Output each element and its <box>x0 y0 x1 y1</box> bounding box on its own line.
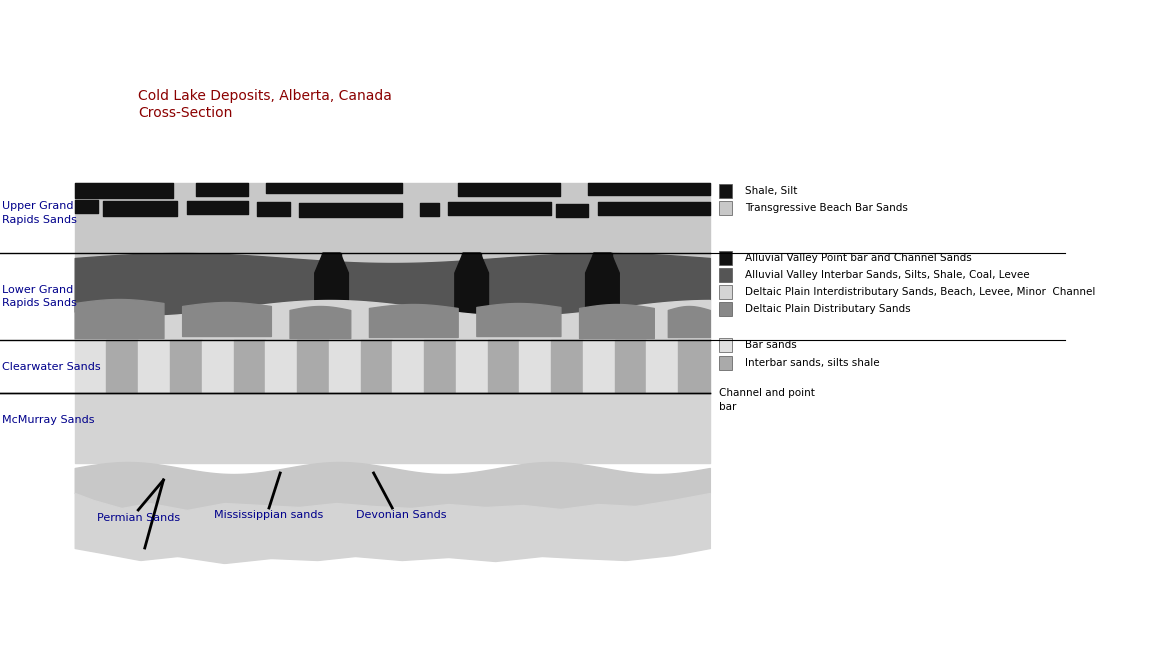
Text: Permian Sands: Permian Sands <box>97 513 180 523</box>
Text: Cold Lake Deposits, Alberta, Canada: Cold Lake Deposits, Alberta, Canada <box>138 89 392 103</box>
Text: Channel and point
bar: Channel and point bar <box>719 388 816 412</box>
Polygon shape <box>585 253 620 340</box>
Bar <box>719 184 733 198</box>
Bar <box>719 302 733 316</box>
Polygon shape <box>455 253 488 340</box>
Bar <box>719 285 733 299</box>
Text: Bar sands: Bar sands <box>745 340 797 350</box>
Text: Alluvial Valley Point bar and Channel Sands: Alluvial Valley Point bar and Channel Sa… <box>745 253 972 263</box>
Polygon shape <box>314 253 348 340</box>
Text: Interbar sands, silts shale: Interbar sands, silts shale <box>745 358 880 368</box>
Text: Devonian Sands: Devonian Sands <box>356 510 447 520</box>
Text: McMurray Sands: McMurray Sands <box>2 415 94 425</box>
Text: Lower Grand
Rapids Sands: Lower Grand Rapids Sands <box>2 285 77 308</box>
Bar <box>719 268 733 282</box>
Text: Clearwater Sands: Clearwater Sands <box>2 362 100 371</box>
Bar <box>719 338 733 352</box>
Text: Transgressive Beach Bar Sands: Transgressive Beach Bar Sands <box>745 203 908 213</box>
Bar <box>719 251 733 265</box>
Text: Upper Grand
Rapids Sands: Upper Grand Rapids Sands <box>2 202 77 225</box>
Text: Cross-Section: Cross-Section <box>138 106 233 120</box>
Text: Shale, Silt: Shale, Silt <box>745 186 797 196</box>
Text: Deltaic Plain Interdistributary Sands, Beach, Levee, Minor  Channel: Deltaic Plain Interdistributary Sands, B… <box>745 287 1096 297</box>
Text: Alluvial Valley Interbar Sands, Silts, Shale, Coal, Levee: Alluvial Valley Interbar Sands, Silts, S… <box>745 270 1030 280</box>
Text: Mississippian sands: Mississippian sands <box>214 510 324 520</box>
Bar <box>719 201 733 215</box>
Text: Deltaic Plain Distributary Sands: Deltaic Plain Distributary Sands <box>745 304 911 314</box>
Bar <box>719 356 733 370</box>
